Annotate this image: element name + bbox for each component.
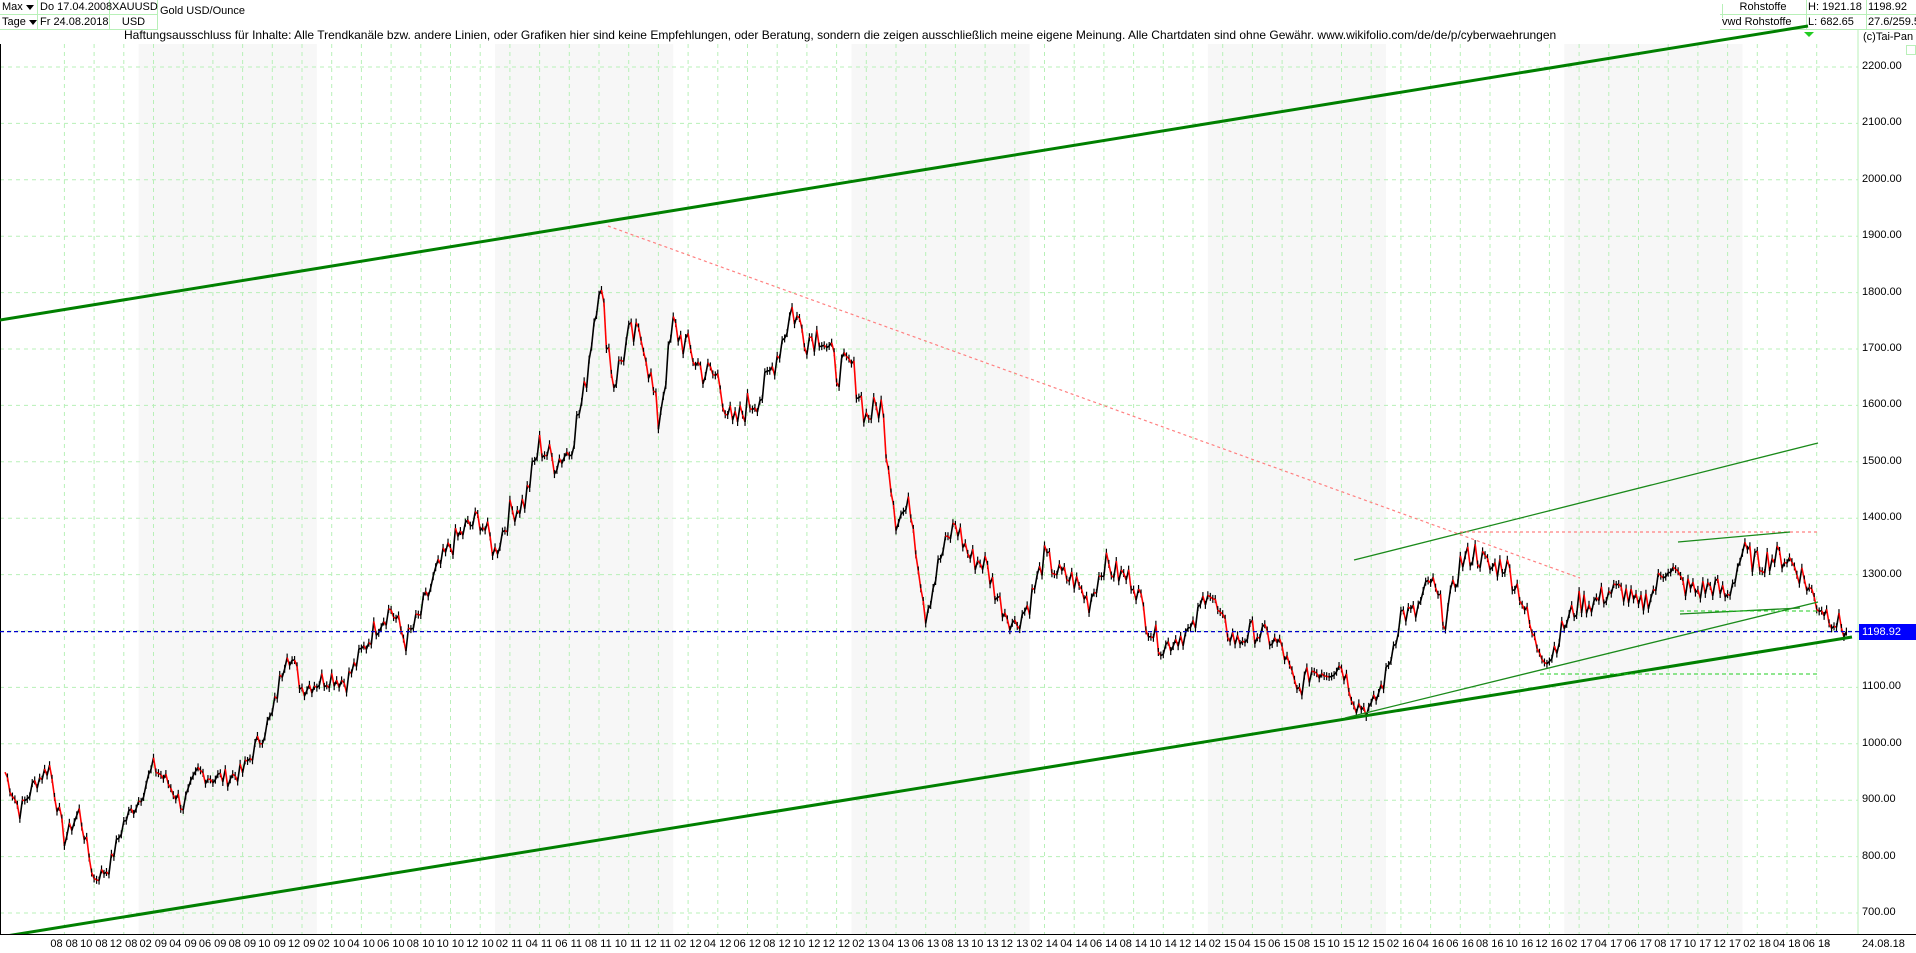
x-axis-label: 06 15 [1268, 938, 1296, 950]
x-axis-label: 12 16 [1535, 938, 1563, 950]
x-axis-label: 04 18 [1773, 938, 1801, 950]
y-axis-label: 900.00 [1862, 793, 1896, 805]
x-axis-label: 02 09 [140, 938, 168, 950]
price-segment [1156, 625, 1158, 652]
x-axis-label: 10 11 [615, 938, 642, 950]
x-axis-label: 08 12 [763, 938, 791, 950]
x-axis-label: 06 17 [1625, 938, 1653, 950]
x-axis-label: 02 16 [1387, 938, 1415, 950]
x-axis-label: 12 08 [110, 938, 138, 950]
x-axis-label: 12 14 [1179, 938, 1207, 950]
disclaimer-text: Haftungsausschluss für Inhalte: Alle Tre… [124, 28, 1556, 42]
price-segment [1458, 556, 1460, 583]
y-axis-label: 800.00 [1862, 850, 1896, 862]
x-axis-label: 08 11 [585, 938, 612, 950]
x-axis-label: 02 10 [318, 938, 346, 950]
x-axis-label: 10 13 [971, 938, 999, 950]
x-axis-label: 06 16 [1446, 938, 1474, 950]
collapse-icon[interactable] [1906, 45, 1916, 55]
x-axis-label: 02 12 [674, 938, 702, 950]
x-axis-label: 04 15 [1238, 938, 1266, 950]
y-axis-label: 1300.00 [1862, 568, 1902, 580]
x-axis-label: 02 15 [1209, 938, 1237, 950]
x-axis-label: 12 15 [1357, 938, 1385, 950]
x-axis-label: 10 17 [1684, 938, 1712, 950]
x-axis-label: 08 09 [229, 938, 257, 950]
x-axis-label: 02 14 [1031, 938, 1059, 950]
x-axis-label: 10 10 [437, 938, 465, 950]
price-segment [453, 528, 455, 555]
x-axis-label: 04 12 [704, 938, 732, 950]
y-axis-label: 1400.00 [1862, 511, 1902, 523]
x-axis-label: 06 14 [1090, 938, 1118, 950]
x-axis-label: 10 15 [1328, 938, 1356, 950]
x-axis-label: 10 16 [1506, 938, 1534, 950]
x-axis-label: 08 16 [1476, 938, 1504, 950]
y-axis-label: 1500.00 [1862, 455, 1902, 467]
x-axis-label: 12 10 [466, 938, 494, 950]
copyright: (c)Tai-Pan [1863, 31, 1913, 43]
x-axis-label: 12 13 [1001, 938, 1029, 950]
y-axis-label: 1600.00 [1862, 398, 1902, 410]
x-axis-label: 12 17 [1714, 938, 1742, 950]
x-axis-label: 08 14 [1120, 938, 1148, 950]
x-axis-label: 02 17 [1565, 938, 1593, 950]
x-axis-label: 12 09 [288, 938, 316, 950]
x-axis-label: 04 16 [1417, 938, 1445, 950]
y-axis-label: 2000.00 [1862, 173, 1902, 185]
x-axis-label: 08 17 [1654, 938, 1682, 950]
x-axis-label: 06 10 [377, 938, 405, 950]
resistance-line [608, 226, 1580, 578]
price-segment [762, 372, 764, 399]
x-axis-label: 06 11 [555, 938, 582, 950]
x-axis-label: 04 09 [169, 938, 197, 950]
x-axis-label: 10 09 [258, 938, 286, 950]
y-axis-label: 700.00 [1862, 906, 1896, 918]
x-axis-end-date: 24.08.18 [1862, 938, 1905, 950]
x-axis-label: 08 08 [50, 938, 78, 950]
x-axis-label: 04 14 [1060, 938, 1088, 950]
high-marker-icon [1804, 32, 1814, 37]
x-axis-label: 02 11 [496, 938, 523, 950]
x-axis-label: 10 12 [793, 938, 821, 950]
x-axis-label: 06 12 [734, 938, 762, 950]
x-axis-label: 08 10 [407, 938, 435, 950]
y-axis-label: 1800.00 [1862, 286, 1902, 298]
x-axis-label: 10 14 [1149, 938, 1177, 950]
x-axis-label: 08 15 [1298, 938, 1326, 950]
x-axis-label: 12 11 [644, 938, 671, 950]
y-axis-label: 1900.00 [1862, 229, 1902, 241]
price-segment [839, 358, 841, 386]
y-axis-label: 2100.00 [1862, 116, 1902, 128]
x-axis-label: 06 09 [199, 938, 227, 950]
y-axis-label: 1700.00 [1862, 342, 1902, 354]
x-axis-label: 08 13 [941, 938, 969, 950]
x-axis-label: 12 12 [823, 938, 851, 950]
x-axis-label: 02 18 [1743, 938, 1771, 950]
price-segment [1042, 545, 1044, 575]
x-axis-label: 02 13 [852, 938, 880, 950]
y-axis-label: 1000.00 [1862, 737, 1902, 749]
x-axis-label: 10 08 [80, 938, 108, 950]
price-segment [1441, 594, 1443, 625]
y-axis-label: 2200.00 [1862, 60, 1902, 72]
x-axis-label: 04 11 [526, 938, 553, 950]
x-axis-label: 04 13 [882, 938, 910, 950]
x-axis-label: 04 10 [347, 938, 375, 950]
x-axis-label: 06 13 [912, 938, 940, 950]
y-axis-label: 1100.00 [1862, 680, 1901, 692]
last-price-badge: 1198.92 [1859, 624, 1916, 640]
x-axis-label: 06 18 [1803, 938, 1831, 950]
x-axis-label: 04 17 [1595, 938, 1623, 950]
